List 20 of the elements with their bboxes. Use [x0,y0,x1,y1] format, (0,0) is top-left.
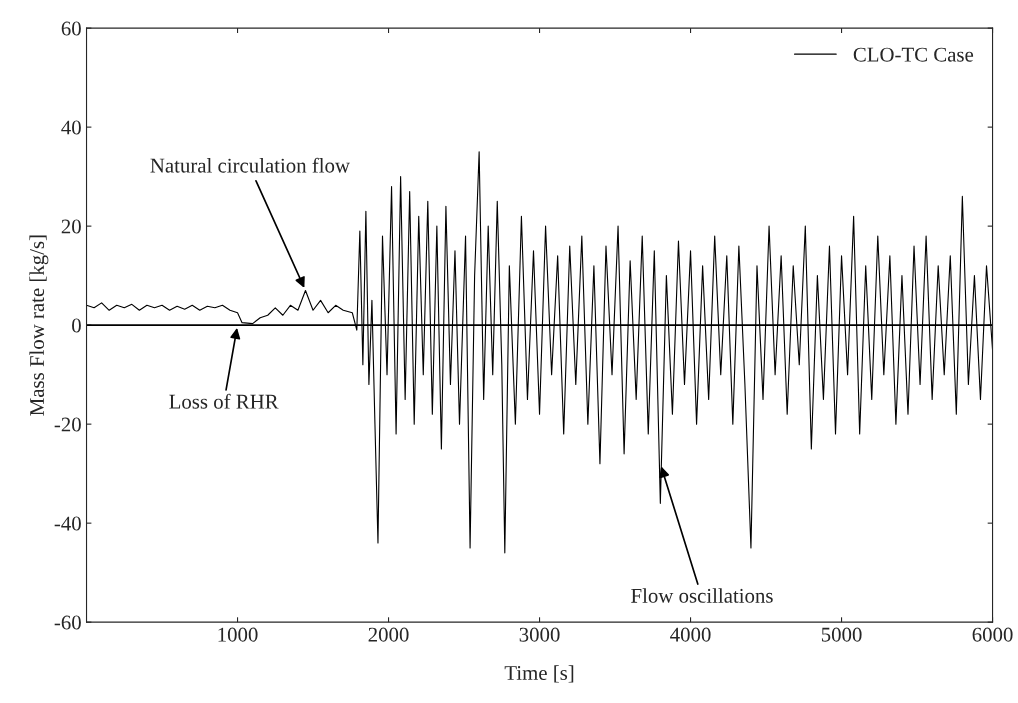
x-axis-title: Time [s] [504,665,574,683]
x-tick-label: 2000 [368,627,409,642]
y-tick-label: 0 [72,318,81,333]
x-tick-label: 1000 [218,627,258,642]
x-tick-label: 6000 [972,627,1013,642]
y-tick-label: -60 [54,615,81,630]
annotation: Flow oscillations [631,588,773,603]
y-axis-title: Mass Flow rate [kg/s] [29,235,49,416]
annotation: Natural circulation flow [150,157,350,173]
y-tick-label: -20 [54,417,81,432]
x-tick-label: 4000 [670,627,711,642]
y-tick-label: 40 [61,120,81,135]
y-tick-label: 20 [61,219,81,234]
legend-label: CLO-TC Case [853,47,974,62]
y-tick-label: 60 [61,21,81,36]
line-series [86,151,993,554]
x-tick-label: 3000 [519,627,560,642]
x-tick-label: 5000 [821,627,862,642]
annotation: Loss of RHR [169,393,279,409]
y-tick-label: -40 [54,516,81,531]
